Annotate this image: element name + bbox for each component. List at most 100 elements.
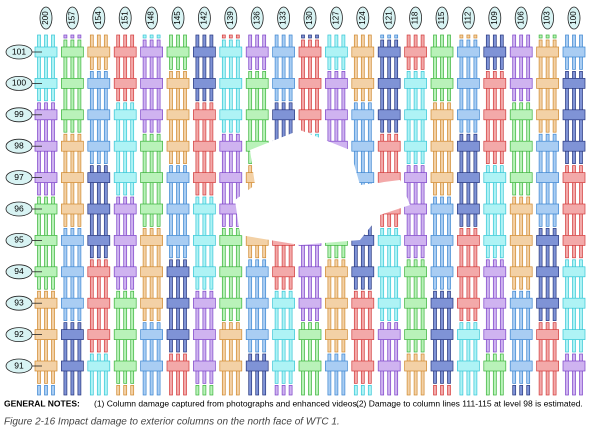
column-label: 106 (516, 11, 525, 25)
spandrel (509, 266, 533, 278)
column-oval (329, 6, 343, 30)
column-panel (457, 133, 480, 227)
spandrel (140, 46, 163, 58)
spandrel (430, 46, 454, 58)
column-panel (459, 34, 478, 39)
floor-label: 97 (14, 172, 24, 182)
column (406, 353, 411, 396)
column-panel (142, 34, 161, 39)
spandrel (87, 140, 111, 152)
floor-oval (5, 76, 33, 91)
column (301, 34, 305, 39)
column (44, 34, 48, 102)
spandrel (61, 235, 84, 246)
spandrel (140, 140, 163, 152)
spandrel (430, 235, 454, 246)
spandrel (166, 140, 190, 152)
column-panel (245, 259, 269, 353)
spandrel (430, 78, 454, 89)
floor-oval (5, 201, 33, 217)
spandrel (457, 266, 480, 278)
column (526, 385, 531, 396)
spandrel (404, 140, 427, 152)
column (552, 322, 557, 396)
column-panel (61, 322, 84, 396)
spandrel (509, 297, 533, 309)
column-oval (382, 6, 396, 30)
column-oval (541, 6, 554, 30)
spandrel (61, 172, 84, 183)
column (308, 34, 312, 39)
column-oval (567, 6, 581, 30)
spandrel (87, 46, 111, 58)
column (387, 34, 392, 39)
column-oval (356, 6, 370, 30)
spandrel (430, 266, 454, 278)
spandrel (509, 360, 533, 372)
column-panel (380, 34, 399, 39)
spandrel (61, 297, 84, 309)
column-oval (461, 6, 475, 30)
spandrel (219, 297, 243, 309)
spandrel (193, 235, 216, 246)
column-panel (509, 196, 533, 290)
spandrel (140, 360, 163, 372)
column-label: 148 (147, 11, 156, 25)
column (209, 34, 214, 102)
column-panel (512, 385, 531, 396)
column-panel (483, 34, 507, 70)
column (466, 322, 471, 396)
column (228, 34, 233, 39)
column (288, 385, 293, 396)
column (255, 353, 260, 396)
spandrel (430, 203, 454, 215)
spandrel (509, 172, 533, 183)
column (274, 34, 279, 102)
spandrel (457, 203, 480, 215)
spandrel (272, 109, 295, 121)
column-oval (409, 6, 423, 30)
spandrel (457, 297, 480, 309)
column-panel (34, 196, 58, 290)
spandrel (166, 360, 190, 372)
column-panel (325, 34, 348, 70)
column (156, 322, 161, 396)
column (440, 34, 444, 102)
column-panel (34, 34, 58, 102)
column (380, 34, 385, 39)
spandrel (245, 46, 269, 58)
spandrel (430, 140, 454, 152)
column-panel (195, 385, 214, 396)
column-panel (351, 290, 375, 384)
spandrel (193, 329, 216, 340)
column (387, 322, 392, 396)
floor-oval (5, 232, 33, 248)
spandrel (562, 297, 586, 309)
column-panel (219, 322, 243, 396)
spandrel (536, 360, 559, 372)
column-label: 130 (305, 11, 314, 25)
spandrel (272, 329, 295, 340)
spandrel (562, 78, 586, 89)
column-panel (457, 39, 480, 133)
spandrel (430, 360, 454, 372)
column (281, 34, 286, 102)
column (288, 34, 293, 102)
column-panel (113, 34, 137, 102)
spandrel (113, 78, 137, 89)
column-panel (433, 385, 451, 396)
spandrel (166, 78, 190, 89)
spandrel (272, 266, 295, 278)
column-panel (219, 228, 243, 321)
column (447, 34, 451, 102)
spandrel (245, 109, 269, 121)
spandrel (562, 329, 586, 340)
column-panel (221, 34, 240, 39)
column-panel (193, 102, 216, 196)
spandrel (404, 235, 427, 246)
spandrel (193, 297, 216, 309)
column (315, 34, 319, 39)
spandrel (457, 172, 480, 183)
column (116, 34, 121, 102)
